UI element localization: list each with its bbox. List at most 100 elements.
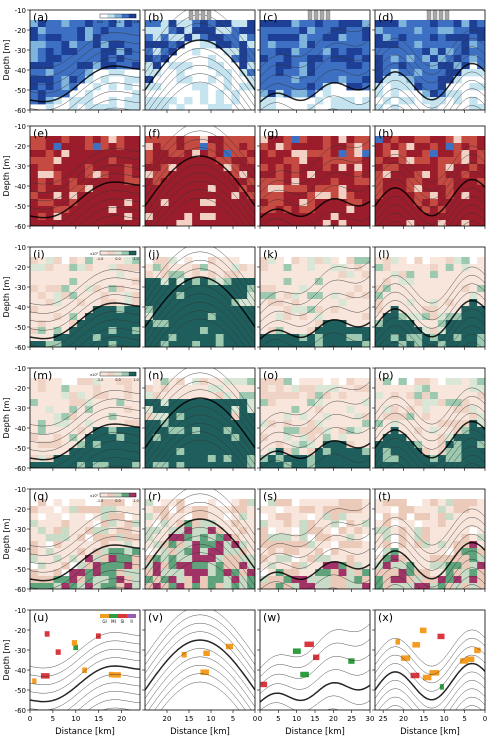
data-cell bbox=[184, 506, 193, 514]
data-cell bbox=[338, 434, 347, 442]
data-cell bbox=[307, 157, 316, 165]
data-cell bbox=[406, 306, 415, 314]
data-cell bbox=[322, 334, 332, 342]
data-cell bbox=[461, 555, 470, 563]
data-cell bbox=[116, 583, 125, 589]
data-cell bbox=[192, 520, 201, 528]
data-cell bbox=[30, 313, 39, 321]
data-cell bbox=[382, 327, 392, 335]
y-tick-label: -50 bbox=[15, 87, 26, 95]
y-tick-label: -20 bbox=[15, 506, 26, 514]
data-cell bbox=[108, 406, 117, 414]
data-cell bbox=[406, 320, 415, 328]
data-cell bbox=[100, 520, 109, 528]
data-cell bbox=[92, 185, 102, 193]
data-cell bbox=[437, 199, 447, 207]
data-cell bbox=[45, 178, 54, 186]
data-cell bbox=[192, 150, 201, 158]
data-cell bbox=[268, 469, 276, 476]
contour-line bbox=[145, 251, 255, 302]
data-cell bbox=[200, 469, 208, 476]
data-cell bbox=[437, 320, 447, 328]
data-cell bbox=[469, 555, 478, 563]
data-cell bbox=[477, 548, 485, 556]
data-cell bbox=[92, 104, 102, 110]
data-cell bbox=[223, 257, 232, 265]
data-cell bbox=[406, 576, 415, 584]
data-cell bbox=[461, 164, 470, 172]
data-cell bbox=[108, 320, 117, 328]
data-cell bbox=[445, 199, 454, 207]
data-cell bbox=[61, 136, 70, 144]
data-cell bbox=[37, 62, 47, 70]
data-cell bbox=[247, 427, 255, 435]
data-cell bbox=[354, 469, 362, 476]
data-cell bbox=[69, 399, 78, 407]
data-cell bbox=[338, 185, 347, 193]
data-cell bbox=[184, 334, 193, 342]
data-cell bbox=[77, 576, 86, 584]
data-cell bbox=[101, 227, 109, 234]
data-cell bbox=[453, 399, 462, 407]
data-cell bbox=[299, 185, 308, 193]
data-cell bbox=[275, 513, 284, 521]
data-cell bbox=[85, 185, 94, 193]
data-cell bbox=[160, 334, 169, 342]
contour-line bbox=[30, 48, 140, 86]
data-cell bbox=[299, 306, 308, 314]
data-cell bbox=[362, 292, 370, 300]
data-cell bbox=[100, 392, 109, 400]
data-cell bbox=[267, 513, 277, 521]
data-cell bbox=[184, 534, 193, 542]
data-cell bbox=[362, 520, 370, 528]
data-cell bbox=[231, 220, 240, 226]
data-cell bbox=[307, 576, 316, 584]
data-cell bbox=[414, 34, 423, 42]
data-cell bbox=[61, 427, 70, 435]
data-cell bbox=[260, 590, 268, 597]
data-cell bbox=[437, 385, 447, 393]
data-cell bbox=[445, 192, 454, 200]
data-cell bbox=[45, 27, 54, 35]
data-cell bbox=[477, 278, 485, 286]
data-cell bbox=[422, 213, 431, 221]
data-cell bbox=[307, 569, 316, 577]
data-cell bbox=[152, 513, 162, 521]
data-cell bbox=[92, 420, 102, 428]
data-cell bbox=[322, 341, 332, 347]
data-cell bbox=[299, 583, 308, 589]
data-cell bbox=[37, 427, 47, 435]
data-cell bbox=[283, 441, 292, 449]
data-cell bbox=[362, 143, 370, 151]
data-cell bbox=[92, 20, 102, 28]
data-cell bbox=[116, 48, 125, 56]
data-cell bbox=[30, 257, 39, 265]
data-cell bbox=[69, 541, 78, 549]
data-cell bbox=[108, 97, 117, 105]
data-cell bbox=[100, 555, 109, 563]
data-cell bbox=[307, 441, 316, 449]
colorbar-frame bbox=[99, 250, 137, 256]
data-cell bbox=[192, 334, 201, 342]
data-cell bbox=[398, 555, 407, 563]
data-cell bbox=[414, 164, 423, 172]
data-cell bbox=[132, 583, 140, 589]
data-cell bbox=[247, 441, 255, 449]
data-cell bbox=[231, 448, 240, 456]
data-cell bbox=[398, 562, 407, 570]
data-cell bbox=[160, 20, 169, 28]
panel-label: (d) bbox=[378, 11, 394, 24]
data-cell bbox=[239, 41, 248, 49]
data-cell bbox=[152, 62, 162, 70]
data-cell bbox=[69, 192, 78, 200]
data-cell bbox=[85, 341, 94, 347]
data-cell bbox=[437, 192, 447, 200]
data-cell bbox=[145, 150, 154, 158]
colorbar-swatch bbox=[128, 372, 137, 376]
data-cell bbox=[461, 455, 470, 463]
data-cell bbox=[307, 555, 316, 563]
data-cell bbox=[346, 257, 355, 265]
data-cell bbox=[30, 392, 39, 400]
data-cell bbox=[398, 448, 407, 456]
data-cell bbox=[223, 385, 232, 393]
